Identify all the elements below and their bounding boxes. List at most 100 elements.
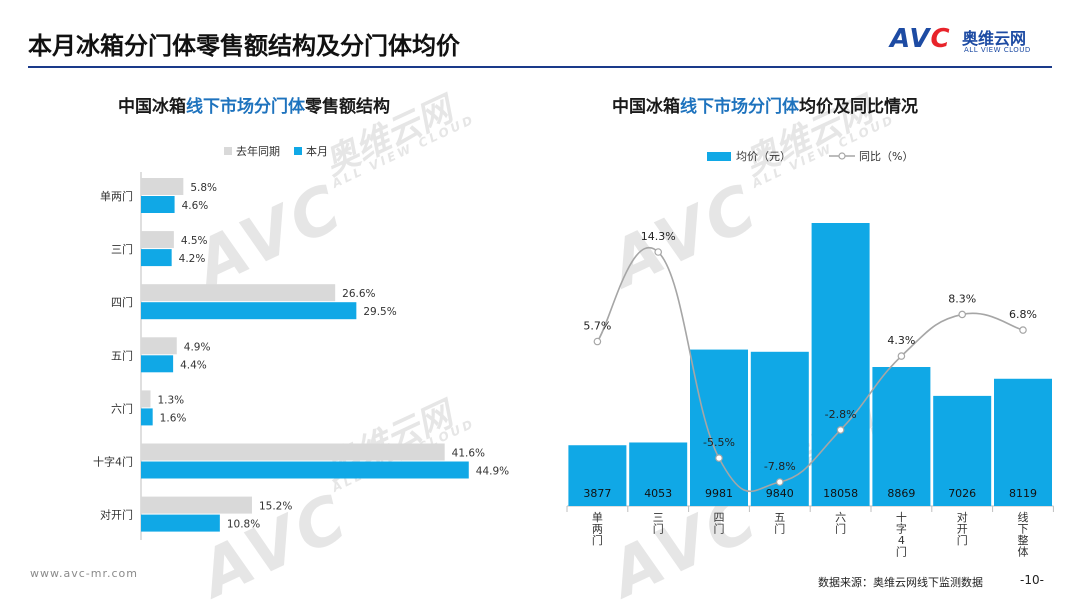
yoy-point bbox=[775, 478, 784, 486]
left-chart-title: 中国冰箱线下市场分门体零售额结构 bbox=[118, 92, 390, 117]
page-number: -10- bbox=[1020, 573, 1044, 587]
data-label-last-year: 15.2% bbox=[259, 501, 292, 513]
legend-label-curr: 本月 bbox=[306, 145, 328, 158]
data-label-last-year: 5.8% bbox=[190, 182, 217, 194]
page-title: 本月冰箱分门体零售额结构及分门体均价 bbox=[28, 32, 460, 60]
legend-swatch-prev bbox=[224, 147, 232, 155]
data-label-last-year: 1.3% bbox=[157, 394, 184, 406]
legend-swatch-curr bbox=[294, 147, 302, 155]
price-bar bbox=[994, 378, 1052, 506]
yoy-point bbox=[897, 352, 906, 360]
yoy-label: -5.5% bbox=[703, 436, 735, 449]
bar-last-year bbox=[141, 231, 174, 249]
legend-label-price: 均价（元） bbox=[736, 150, 791, 163]
price-bar bbox=[690, 349, 748, 506]
right-legend: 均价（元） 同比（%） bbox=[707, 148, 913, 164]
price-label: 9981 bbox=[705, 487, 733, 500]
category-label: 单两门 bbox=[592, 511, 603, 547]
price-bar bbox=[629, 442, 688, 506]
yoy-label: 4.3% bbox=[887, 334, 915, 347]
right-chart-title: 中国冰箱线下市场分门体均价及同比情况 bbox=[612, 92, 918, 117]
data-label-this-month: 29.5% bbox=[363, 306, 396, 318]
yoy-label: 14.3% bbox=[641, 230, 676, 243]
avc-logo: AVC 奥维云网 ALL VIEW CLOUD bbox=[890, 22, 1055, 62]
legend-swatch-yoy bbox=[829, 151, 855, 161]
left-bar-chart: 5.8% 4.6% 单两门 4.5% 4.2% 三门 26.6% 29.5% 四门 4.9% 4.4… bbox=[93, 172, 509, 540]
data-label-last-year: 26.6% bbox=[342, 288, 375, 300]
category-label: 单两门 bbox=[100, 189, 133, 203]
yoy-label: -2.8% bbox=[825, 408, 857, 421]
legend-line-icon bbox=[829, 152, 855, 160]
logo-english-name: ALL VIEW CLOUD bbox=[964, 46, 1031, 54]
yoy-point bbox=[654, 248, 663, 256]
category-label: 十字4门 bbox=[93, 455, 133, 469]
left-title-post: 零售额结构 bbox=[305, 97, 390, 117]
data-label-this-month: 4.6% bbox=[182, 200, 209, 212]
bar-this-month bbox=[141, 408, 153, 426]
price-bar bbox=[872, 367, 931, 506]
price-label: 7026 bbox=[948, 487, 976, 500]
yoy-point bbox=[1019, 326, 1027, 334]
bar-last-year bbox=[141, 496, 252, 514]
category-label: 四门 bbox=[111, 295, 133, 309]
price-bar bbox=[933, 395, 992, 506]
category-label: 三门 bbox=[111, 242, 133, 256]
data-label-this-month: 1.6% bbox=[160, 412, 187, 424]
data-label-this-month: 4.2% bbox=[179, 253, 206, 265]
bar-last-year bbox=[141, 178, 184, 195]
price-label: 3877 bbox=[583, 487, 611, 500]
right-title-post: 均价及同比情况 bbox=[799, 97, 918, 117]
yoy-point bbox=[836, 426, 845, 434]
category-label: 四门 bbox=[714, 511, 725, 536]
legend-swatch-price bbox=[707, 151, 731, 161]
price-label: 8119 bbox=[1009, 487, 1037, 500]
yoy-point bbox=[593, 337, 602, 346]
bar-this-month bbox=[141, 461, 469, 479]
price-bar bbox=[568, 445, 627, 506]
data-label-this-month: 10.8% bbox=[227, 519, 260, 531]
category-label: 六门 bbox=[111, 401, 133, 415]
price-bar bbox=[811, 223, 870, 506]
data-label-last-year: 4.9% bbox=[184, 341, 211, 353]
right-title-highlight: 线下市场分门体 bbox=[680, 97, 799, 117]
price-label: 9840 bbox=[766, 487, 794, 500]
yoy-label: 8.3% bbox=[948, 292, 976, 305]
category-label: 对开门 bbox=[100, 508, 133, 522]
footer-source: 数据来源：奥维云网线下监测数据 bbox=[818, 576, 983, 589]
bar-this-month bbox=[141, 514, 220, 532]
category-label: 三门 bbox=[653, 511, 664, 536]
category-label: 五门 bbox=[111, 348, 133, 362]
left-legend: 去年同期 本月 bbox=[224, 143, 328, 159]
left-title-pre: 中国冰箱 bbox=[118, 97, 186, 117]
yoy-label: 6.8% bbox=[1009, 308, 1037, 321]
price-label: 8869 bbox=[887, 487, 915, 500]
data-label-last-year: 4.5% bbox=[181, 235, 208, 247]
legend-label-yoy: 同比（%） bbox=[859, 150, 914, 163]
bar-last-year bbox=[141, 443, 445, 461]
legend-label-prev: 去年同期 bbox=[236, 145, 280, 158]
bar-last-year bbox=[141, 337, 177, 355]
bar-this-month bbox=[141, 196, 175, 213]
avc-logo-mark: AVC bbox=[890, 24, 951, 54]
category-label: 对开门 bbox=[957, 510, 968, 547]
logo-chinese-name: 奥维云网 bbox=[962, 29, 1027, 48]
bar-last-year bbox=[141, 284, 336, 302]
bar-last-year bbox=[141, 390, 151, 408]
bar-this-month bbox=[141, 302, 357, 320]
price-label: 4053 bbox=[644, 487, 672, 500]
category-label: 五门 bbox=[774, 511, 785, 536]
yoy-point bbox=[958, 310, 967, 319]
footer-website: www.avc-mr.com bbox=[30, 567, 138, 580]
data-label-this-month: 4.4% bbox=[180, 359, 207, 371]
bar-this-month bbox=[141, 249, 172, 267]
data-label-this-month: 44.9% bbox=[476, 466, 509, 478]
right-title-pre: 中国冰箱 bbox=[612, 97, 680, 117]
bar-this-month bbox=[141, 355, 174, 373]
header-divider bbox=[28, 66, 1052, 68]
yoy-label: 5.7% bbox=[583, 320, 611, 333]
yoy-label: -7.8% bbox=[764, 460, 796, 473]
yoy-point bbox=[715, 454, 723, 462]
price-label: 18058 bbox=[823, 487, 858, 500]
